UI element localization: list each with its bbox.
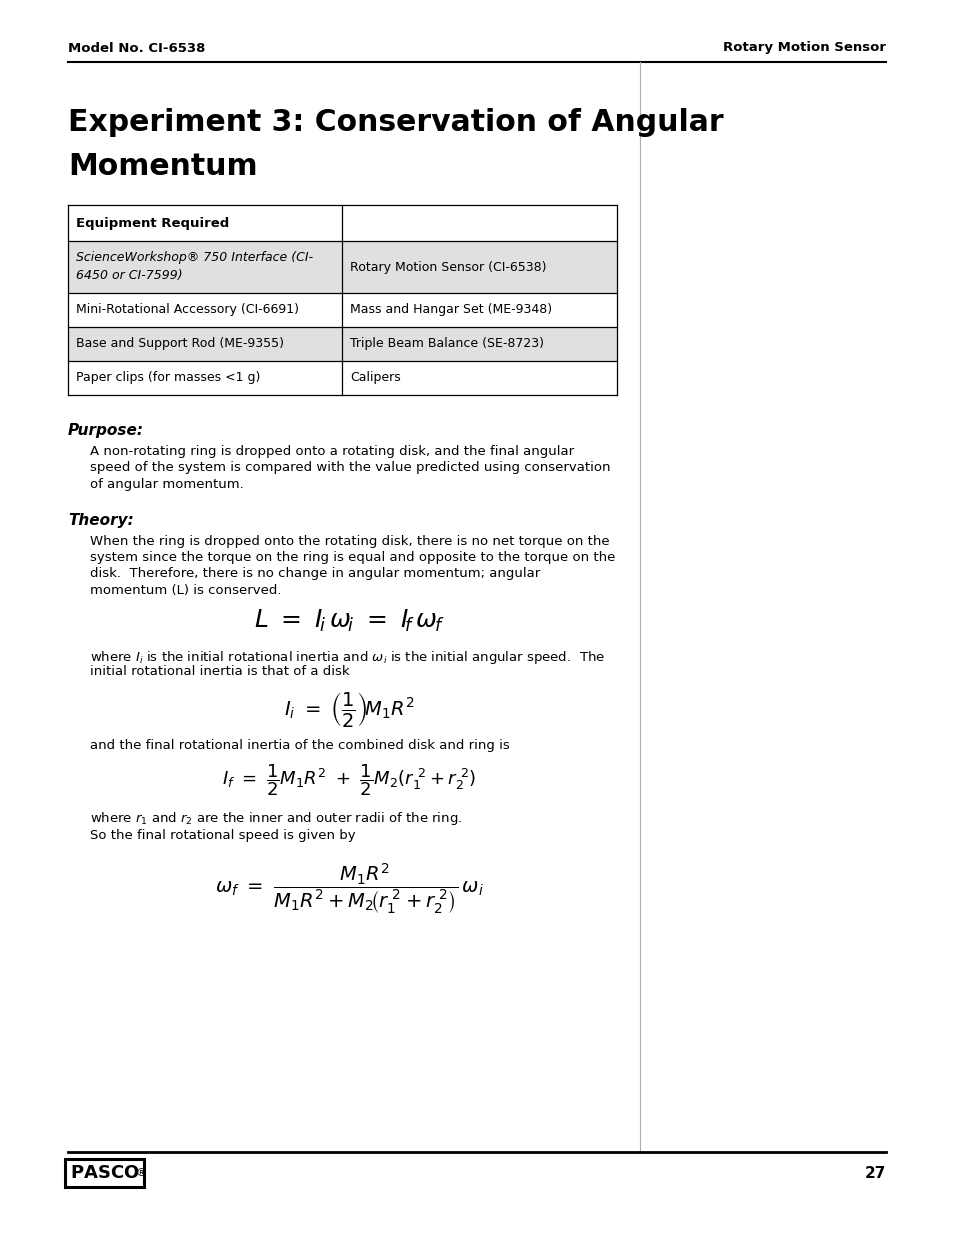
Text: Paper clips (for masses <1 g): Paper clips (for masses <1 g)	[76, 372, 260, 384]
Text: initial rotational inertia is that of a disk: initial rotational inertia is that of a …	[90, 664, 349, 678]
Text: disk.  Therefore, there is no change in angular momentum; angular: disk. Therefore, there is no change in a…	[90, 568, 539, 580]
Text: where $r_1$ and $r_2$ are the inner and outer radii of the ring.: where $r_1$ and $r_2$ are the inner and …	[90, 810, 461, 827]
Text: Base and Support Rod (ME-9355): Base and Support Rod (ME-9355)	[76, 337, 284, 351]
Text: Triple Beam Balance (SE-8723): Triple Beam Balance (SE-8723)	[350, 337, 543, 351]
Text: So the final rotational speed is given by: So the final rotational speed is given b…	[90, 829, 355, 841]
Text: $\bf{PASCO}$: $\bf{PASCO}$	[70, 1165, 139, 1182]
Text: Equipment Required: Equipment Required	[76, 216, 229, 230]
Text: system since the torque on the ring is equal and opposite to the torque on the: system since the torque on the ring is e…	[90, 551, 615, 564]
Text: Calipers: Calipers	[350, 372, 400, 384]
Text: Mini-Rotational Accessory (CI-6691): Mini-Rotational Accessory (CI-6691)	[76, 304, 298, 316]
Text: momentum (L) is conserved.: momentum (L) is conserved.	[90, 584, 281, 597]
Text: When the ring is dropped onto the rotating disk, there is no net torque on the: When the ring is dropped onto the rotati…	[90, 535, 609, 547]
Text: $\mathit{I}_i\ =\ \left(\dfrac{1}{2}\right)\!M_1R^2$: $\mathit{I}_i\ =\ \left(\dfrac{1}{2}\rig…	[283, 690, 414, 729]
Text: $\mathbf{\mathit{L}}\ =\ \mathbf{\mathit{I}}_{\!\mathbf{\mathit{i}}}\,\mathbf{\m: $\mathbf{\mathit{L}}\ =\ \mathbf{\mathit…	[253, 608, 444, 634]
Text: ®: ®	[136, 1168, 147, 1178]
Text: and the final rotational inertia of the combined disk and ring is: and the final rotational inertia of the …	[90, 740, 509, 752]
Bar	[68, 241, 617, 293]
Text: Experiment 3: Conservation of Angular: Experiment 3: Conservation of Angular	[68, 107, 723, 137]
Text: $\mathit{\omega}_f\ =\ \dfrac{M_1R^2}{M_1R^2+M_2\!\left(r_1^{\ 2}+r_2^{\ 2}\righ: $\mathit{\omega}_f\ =\ \dfrac{M_1R^2}{M_…	[214, 862, 483, 916]
Text: Mass and Hangar Set (ME-9348): Mass and Hangar Set (ME-9348)	[350, 304, 552, 316]
Text: Momentum: Momentum	[68, 152, 257, 182]
Text: Rotary Motion Sensor: Rotary Motion Sensor	[722, 42, 885, 54]
Text: where $I_i$ is the initial rotational inertia and $\omega_i$ is the initial angu: where $I_i$ is the initial rotational in…	[90, 648, 604, 666]
Text: Purpose:: Purpose:	[68, 424, 144, 438]
Text: of angular momentum.: of angular momentum.	[90, 478, 244, 492]
Text: Rotary Motion Sensor (CI-6538): Rotary Motion Sensor (CI-6538)	[350, 261, 546, 273]
Text: 6450 or CI-7599): 6450 or CI-7599)	[76, 269, 182, 282]
Text: 27: 27	[863, 1166, 885, 1181]
Text: speed of the system is compared with the value predicted using conservation: speed of the system is compared with the…	[90, 462, 610, 474]
Bar	[68, 327, 617, 361]
Text: A non-rotating ring is dropped onto a rotating disk, and the final angular: A non-rotating ring is dropped onto a ro…	[90, 445, 574, 458]
Text: $\mathit{I}_f\ =\ \dfrac{1}{2}M_1R^2\ +\ \dfrac{1}{2}M_2(r_1^{\ 2}+r_2^{\ 2})$: $\mathit{I}_f\ =\ \dfrac{1}{2}M_1R^2\ +\…	[222, 762, 476, 798]
Text: Theory:: Theory:	[68, 513, 133, 527]
Text: ScienceWorkshop® 750 Interface (CI-: ScienceWorkshop® 750 Interface (CI-	[76, 251, 313, 264]
Text: Model No. CI-6538: Model No. CI-6538	[68, 42, 205, 54]
